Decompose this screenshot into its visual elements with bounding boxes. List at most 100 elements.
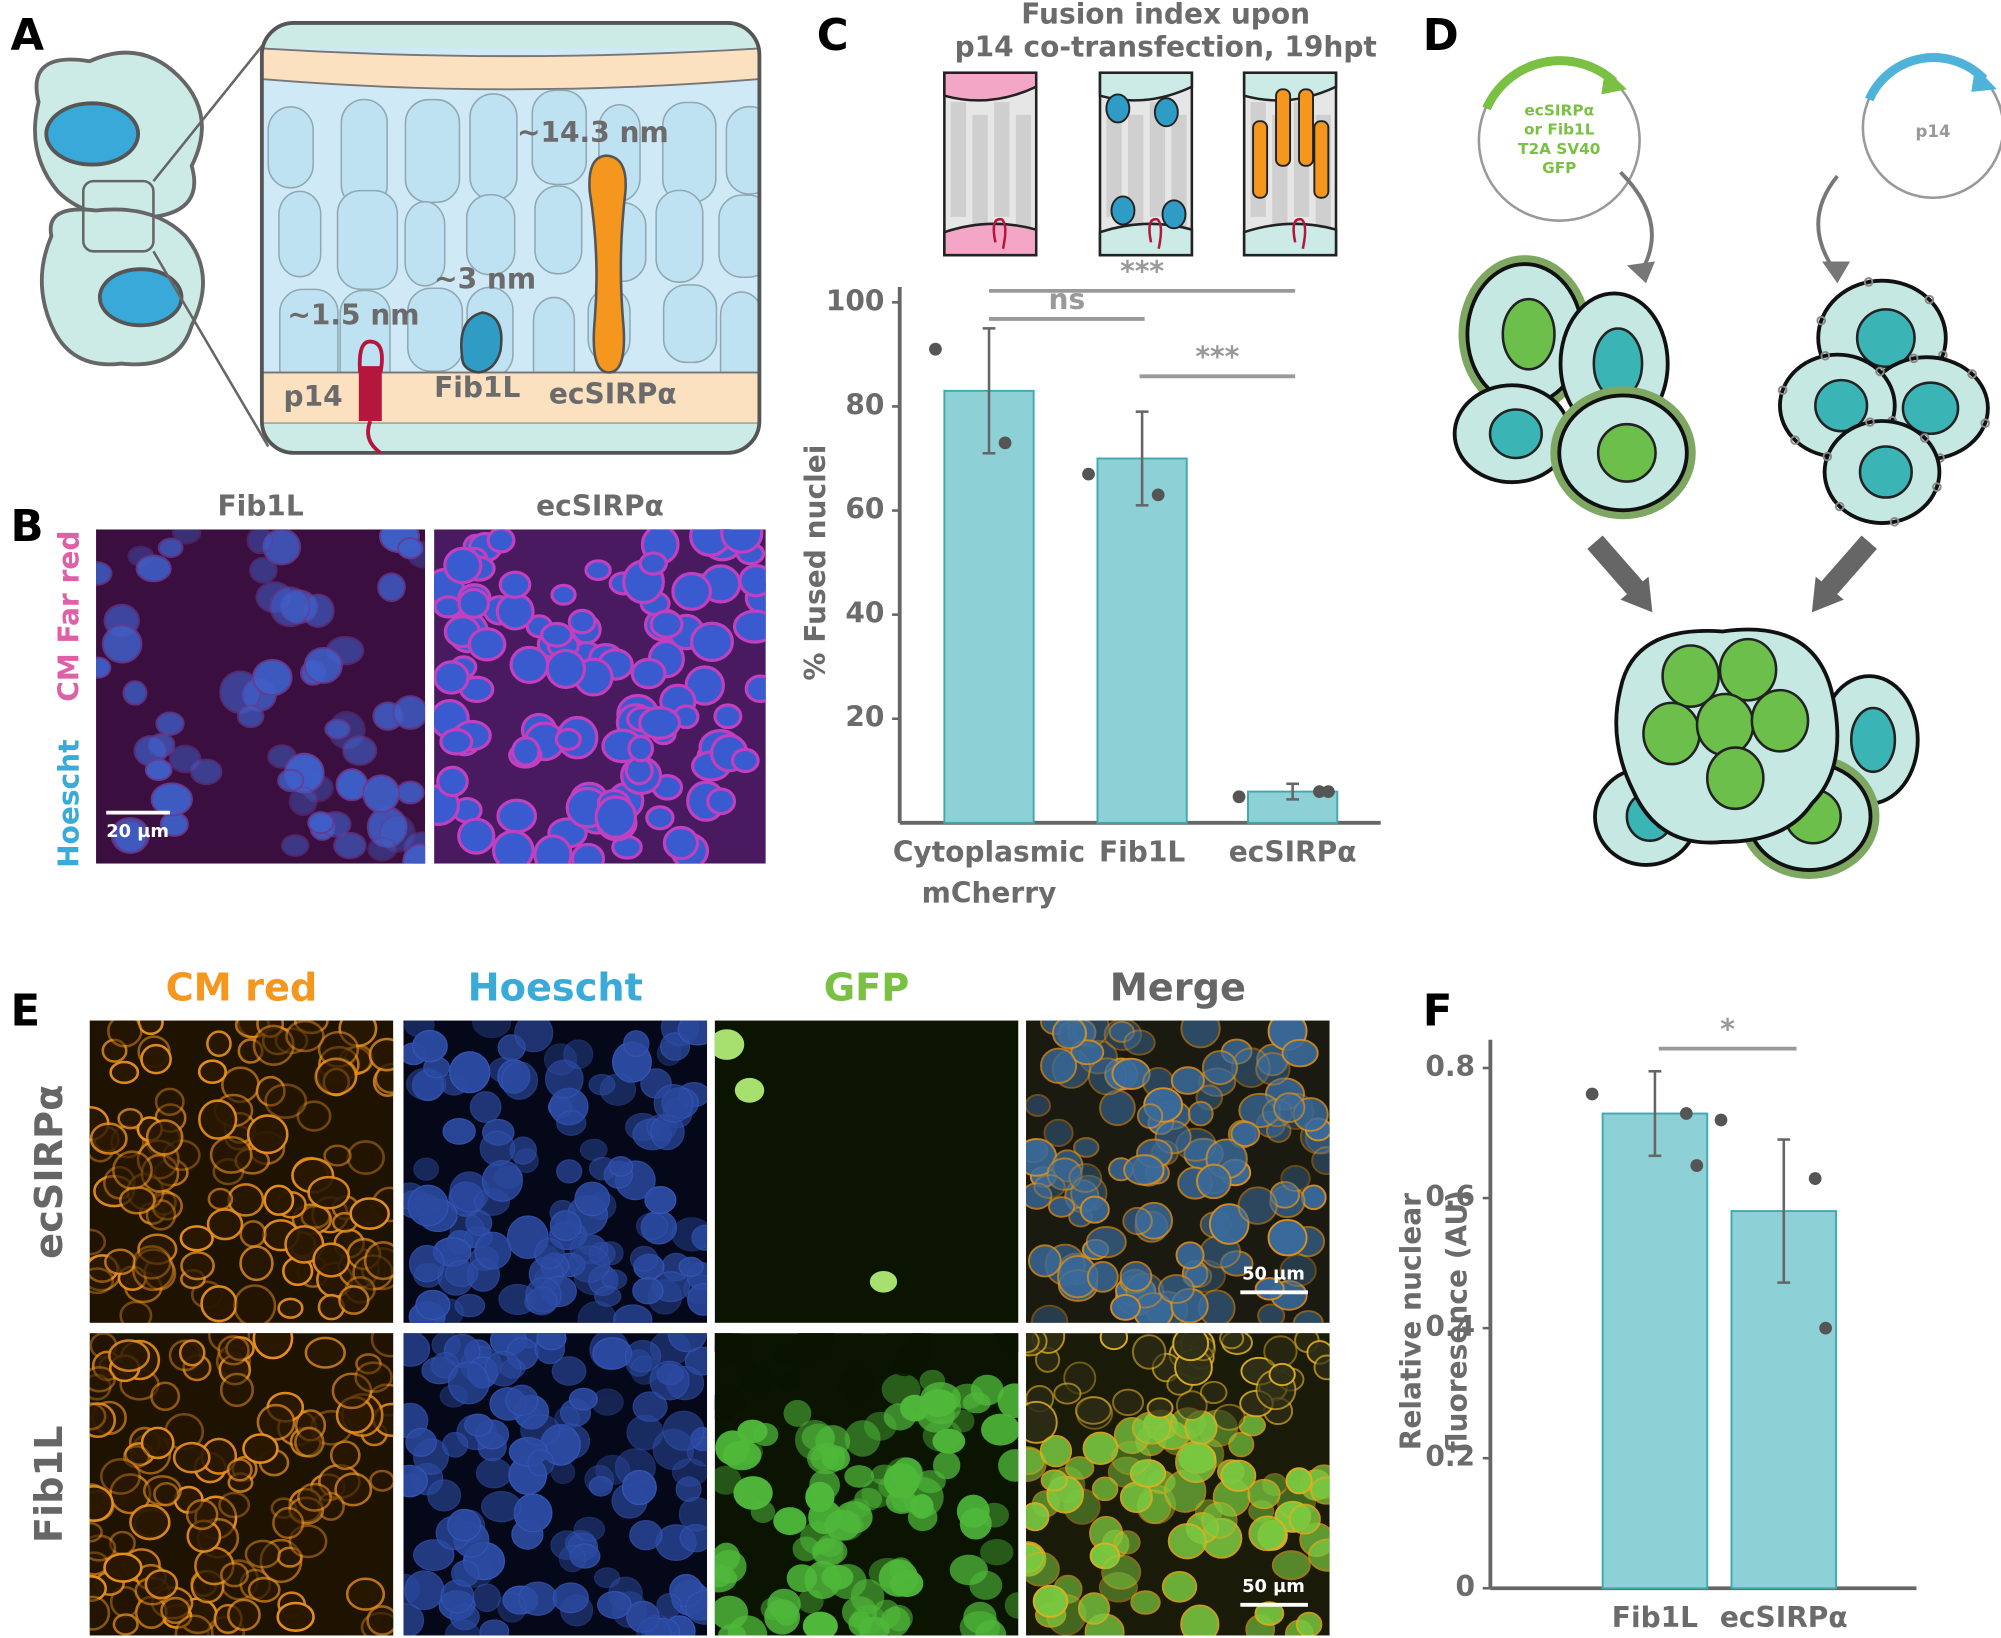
cell (597, 1590, 632, 1619)
nucleus (1642, 701, 1701, 766)
cell (1040, 1047, 1078, 1084)
cell (1157, 1274, 1195, 1304)
cell (1077, 1592, 1111, 1625)
x-tick-label: Fib1L (1099, 835, 1185, 868)
x-tick-label: mCherry (922, 876, 1057, 909)
cell (304, 1336, 346, 1369)
cell (496, 798, 538, 834)
p14 (1820, 351, 1831, 361)
micrograph (403, 1333, 708, 1636)
cell (239, 1220, 267, 1248)
cell (434, 660, 470, 695)
panel-letter: A (11, 11, 45, 61)
zoom-line (152, 250, 270, 448)
cell (236, 704, 265, 729)
cell (588, 1073, 616, 1096)
cell (405, 1427, 437, 1457)
cell (1132, 1334, 1167, 1370)
y-tick-label: 0.4 (1425, 1310, 1475, 1343)
cell (910, 1494, 934, 1519)
cell (649, 609, 684, 639)
cell (255, 1075, 286, 1107)
cell (1167, 1523, 1207, 1560)
cell (1247, 1478, 1281, 1510)
cell (554, 1406, 580, 1431)
cell (720, 529, 764, 554)
cell (89, 1373, 112, 1401)
cell (773, 1507, 807, 1536)
arrow-head (1626, 261, 1655, 284)
p14-tail (366, 420, 382, 455)
cell (998, 1449, 1019, 1482)
cell (1031, 1304, 1069, 1323)
cell (206, 1030, 232, 1058)
cell (277, 1297, 304, 1319)
protein-label: ecSIRPα (549, 377, 677, 410)
cell (449, 1051, 491, 1094)
cell (96, 561, 113, 586)
cell (1026, 1400, 1058, 1444)
cell (89, 1485, 114, 1522)
micrograph (96, 529, 426, 864)
size-label: ~1.5 nm (287, 298, 419, 331)
cell (621, 1469, 657, 1506)
cell (415, 1289, 451, 1320)
cell (479, 1130, 516, 1167)
nucleus (1501, 297, 1556, 371)
glycocalyx-cell (336, 189, 399, 290)
cell (568, 1245, 611, 1283)
nucleus (1814, 378, 1869, 433)
cell (629, 1245, 659, 1272)
cell (239, 1245, 274, 1282)
cell (824, 1509, 861, 1541)
cell (678, 1496, 708, 1532)
arrow-head (1811, 576, 1844, 613)
cell (739, 1365, 776, 1395)
cell (464, 1413, 493, 1437)
scale-bar-label: 20 µm (106, 821, 169, 842)
cell (890, 1353, 919, 1377)
protein-label: p14 (284, 380, 343, 413)
cell (247, 1576, 281, 1603)
cell (552, 1582, 589, 1614)
cell (413, 1157, 440, 1181)
cell (129, 1504, 171, 1541)
cell (1257, 1303, 1286, 1323)
cell (691, 1224, 708, 1251)
cell (368, 1037, 394, 1072)
cell (269, 586, 311, 628)
cell (1271, 1550, 1311, 1581)
scale-bar-label: 50 µm (1242, 1263, 1305, 1284)
cell (706, 787, 737, 816)
data-point (1585, 1087, 1599, 1101)
cell (447, 1361, 490, 1405)
cell (1123, 1154, 1165, 1186)
plasmid-gene (1482, 56, 1618, 111)
cell (1136, 1103, 1164, 1129)
cell (264, 1083, 308, 1119)
cell (1073, 1137, 1100, 1158)
teal-strip (261, 423, 760, 453)
cell (786, 1564, 818, 1593)
fib1l (1110, 195, 1136, 226)
cell (296, 1100, 332, 1132)
cell (140, 1426, 175, 1460)
cell (220, 1561, 249, 1588)
membrane (943, 71, 1038, 102)
cell (713, 703, 743, 730)
cell (501, 1061, 539, 1100)
micrograph (89, 1020, 394, 1323)
cell (520, 1414, 561, 1446)
cell (377, 572, 406, 603)
cell (1110, 1293, 1141, 1321)
cell (180, 1251, 215, 1281)
nucleus (1858, 445, 1913, 499)
cell (1310, 1476, 1330, 1505)
cell (117, 1107, 144, 1130)
cell (276, 1601, 315, 1632)
cell (403, 1464, 429, 1498)
cell (662, 1410, 705, 1451)
cell (412, 1029, 448, 1063)
y-axis-label: Relative nuclear (1395, 1193, 1428, 1450)
glycocalyx-cell (661, 101, 717, 203)
